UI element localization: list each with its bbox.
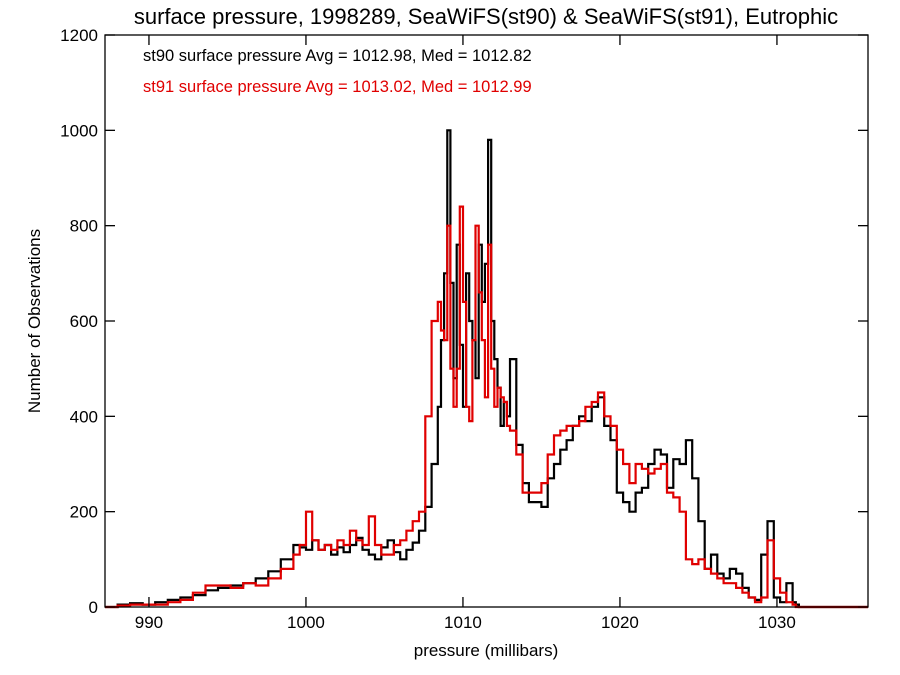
y-tick-label: 800: [70, 217, 98, 236]
x-tick-label: 1000: [287, 613, 325, 632]
legend: st90 surface pressure Avg = 1012.98, Med…: [143, 47, 532, 96]
y-tick-label: 200: [70, 503, 98, 522]
y-tick-label: 0: [89, 598, 98, 617]
y-axis: 0 200 400 600 800 1000 1200: [60, 26, 868, 617]
series-line-st90: [105, 129, 868, 609]
x-axis-title: pressure (millibars): [414, 641, 559, 660]
series-layer: [105, 129, 868, 609]
y-tick-label: 1200: [60, 26, 98, 45]
x-tick-label: 1030: [758, 613, 796, 632]
x-axis: 990 1000 1010 1020 1030: [135, 35, 796, 632]
y-axis-title: Number of Observations: [25, 229, 44, 413]
chart-title: surface pressure, 1998289, SeaWiFS(st90)…: [134, 4, 838, 29]
plot-frame: [104, 34, 869, 608]
y-tick-label: 400: [70, 407, 98, 426]
y-tick-label: 1000: [60, 121, 98, 140]
x-tick-label: 990: [135, 613, 163, 632]
series-line-st91: [105, 205, 868, 609]
x-tick-label: 1020: [601, 613, 639, 632]
x-tick-label: 1010: [444, 613, 482, 632]
legend-entry-st90: st90 surface pressure Avg = 1012.98, Med…: [143, 47, 532, 65]
y-tick-label: 600: [70, 312, 98, 331]
legend-entry-st91: st91 surface pressure Avg = 1013.02, Med…: [143, 78, 532, 96]
